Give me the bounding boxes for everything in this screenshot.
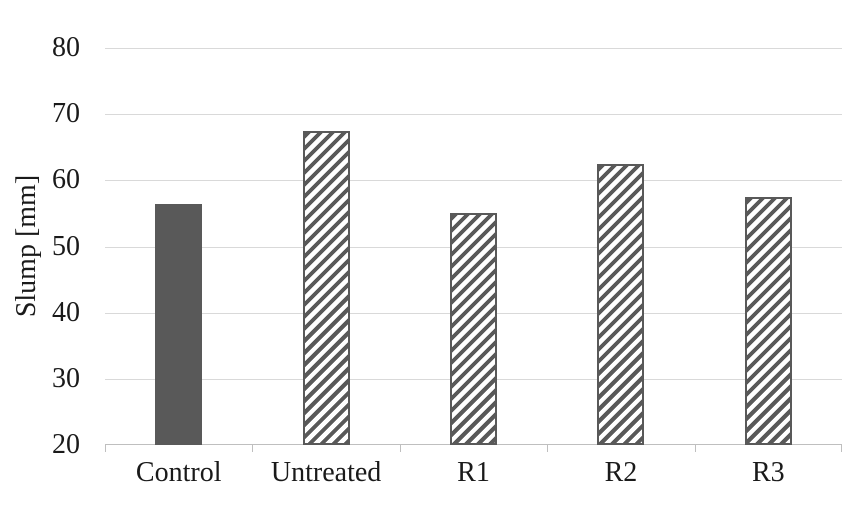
x-category-label-r3: R3 — [751, 457, 785, 488]
x-category-label-r2: R2 — [604, 457, 638, 488]
y-tick-label-20: 20 — [52, 429, 80, 460]
y-tick-label-30: 30 — [52, 362, 80, 394]
x-axis-tick — [694, 445, 696, 452]
y-tick-label-40: 40 — [52, 296, 80, 328]
x-axis-tick — [399, 445, 401, 452]
bar-control — [155, 203, 203, 445]
x-axis-tick — [547, 445, 549, 452]
y-tick-label-70: 70 — [52, 98, 80, 130]
gridline-60 — [105, 180, 842, 182]
x-axis-category-labels: Control Untreated R1 R2 R3 — [105, 457, 842, 489]
y-tick-label-60: 60 — [52, 164, 80, 196]
bar-r3 — [744, 196, 792, 445]
x-category-label-control: Control — [135, 457, 222, 488]
plot-area — [105, 48, 842, 452]
x-category-label-untreated: Untreated — [270, 457, 382, 488]
x-axis-tick — [252, 445, 254, 452]
bar-r2 — [597, 163, 645, 445]
gridline-80 — [105, 48, 842, 49]
x-axis-tick — [841, 445, 842, 452]
y-tick-label-50: 50 — [52, 230, 80, 262]
bar-r1 — [450, 213, 497, 445]
x-axis-tick — [105, 445, 106, 452]
x-category-label-r1: R1 — [457, 457, 490, 488]
bar-untreated — [302, 130, 350, 445]
y-tick-label-80: 80 — [52, 32, 80, 63]
gridline-70 — [105, 114, 842, 116]
